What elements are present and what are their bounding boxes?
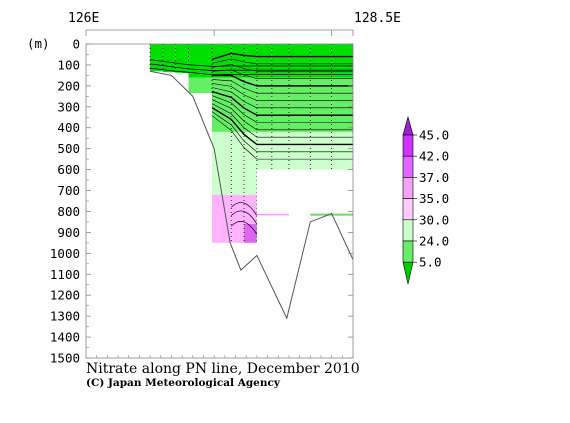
deep-fill-col (310, 131, 332, 170)
shallow-fill-col (150, 44, 163, 72)
legend-label: 37.0 (419, 170, 449, 185)
y-tick-label: 200 (57, 78, 80, 93)
shallow-contour-line (150, 59, 353, 67)
y-tick-label: 0 (72, 37, 80, 52)
high-fill-col (231, 194, 245, 243)
deep-fill-col (288, 131, 311, 170)
contour-line (211, 103, 353, 138)
shallow-fill-col (162, 44, 176, 73)
contour-line (211, 111, 353, 153)
y-tick-label: 700 (57, 183, 80, 198)
mid-fill-col (256, 77, 272, 132)
contour-line (211, 90, 353, 116)
axes-layer (85, 29, 354, 359)
deep-fill-col (212, 131, 232, 195)
contour-line (212, 79, 353, 94)
legend-color-box (402, 155, 414, 178)
deep-fill-col (244, 131, 257, 195)
legend-bottom-arrow (402, 261, 414, 285)
y-tick-label: 1500 (50, 351, 80, 366)
deep-fill-col (331, 131, 353, 170)
bottom-profile-line (149, 70, 353, 320)
mid-fill-col (188, 77, 213, 94)
contour-line (211, 95, 353, 123)
legend-label: 42.0 (419, 149, 449, 164)
mid-fill-col (288, 77, 311, 132)
legend-color-box (402, 177, 414, 199)
legend-color-box (402, 240, 414, 263)
y-tick-label: 100 (57, 57, 80, 72)
data-layer (149, 44, 353, 358)
y-tick-label: 900 (57, 225, 80, 240)
high-fill-col (212, 194, 232, 243)
deep-fill-col (256, 131, 272, 170)
shallow-fill-col (256, 44, 272, 78)
legend-color-box (402, 134, 414, 157)
legend-label: 30.0 (419, 212, 449, 227)
deep-fill-col (231, 131, 245, 195)
deep-contour-line (231, 202, 258, 216)
credit-text: (C) Japan Meteorological Agency (86, 377, 281, 389)
contour-line (211, 115, 353, 160)
shallow-fill-col (175, 44, 189, 74)
mid-fill-col (271, 77, 289, 132)
legend-label: 45.0 (419, 128, 449, 143)
legend-top-arrow (402, 115, 414, 136)
shallow-fill-col (212, 44, 232, 78)
y-tick-label: 1000 (50, 246, 80, 261)
y-tick-label: 1200 (50, 288, 80, 303)
shallow-fill-col (271, 44, 289, 78)
chart-title: Nitrate along PN line, December 2010 (86, 361, 360, 377)
legend-label: 5.0 (419, 255, 442, 270)
shallow-fill-col (231, 44, 245, 78)
y-tick-label: 600 (57, 162, 80, 177)
x-label-west: 126E (68, 11, 99, 26)
mid-fill-col (331, 77, 353, 132)
x-label-east: 128.5E (354, 11, 401, 26)
shallow-contour-line (150, 67, 353, 76)
legend-color-box (402, 198, 414, 221)
shallow-fill-col (310, 44, 332, 78)
y-tick-label: 800 (57, 204, 80, 219)
legend-label: 35.0 (419, 191, 449, 206)
contour-line (212, 69, 353, 79)
y-tick-label: 1100 (50, 267, 80, 282)
mid-fill-col (310, 77, 332, 132)
highest-fill-patch (244, 224, 257, 243)
legend-colorbar: 45.0 42.0 37.0 35.0 30.0 24.0 5.0 (402, 115, 449, 285)
y-tick-label: 500 (57, 141, 80, 156)
contour-line (212, 74, 353, 87)
y-tick-label: 300 (57, 99, 80, 114)
deep-contour-line (231, 210, 258, 225)
contour-line (211, 87, 353, 109)
shallow-fill-col (288, 44, 311, 78)
shallow-fill-col (331, 44, 353, 78)
contour-line (211, 58, 353, 65)
shallow-fill-col (244, 44, 257, 78)
y-tick-label: 1400 (50, 330, 80, 345)
shallow-contour-line (150, 63, 353, 71)
y-tick-label: 1300 (50, 309, 80, 324)
below-data-mask (150, 71, 353, 358)
y-tick-label: 400 (57, 120, 80, 135)
y-tick-labels: 0 100 200 300 400 500 600 700 800 900 1000 1100 1200… (50, 37, 80, 366)
legend-label: 24.0 (419, 234, 449, 249)
mid-fill-col (212, 77, 232, 132)
contour-line (211, 99, 353, 131)
deep-contour-line (231, 221, 258, 235)
deep-fill-col (271, 131, 289, 170)
legend-color-box (402, 219, 414, 242)
y-unit-label: (m) (27, 36, 50, 51)
